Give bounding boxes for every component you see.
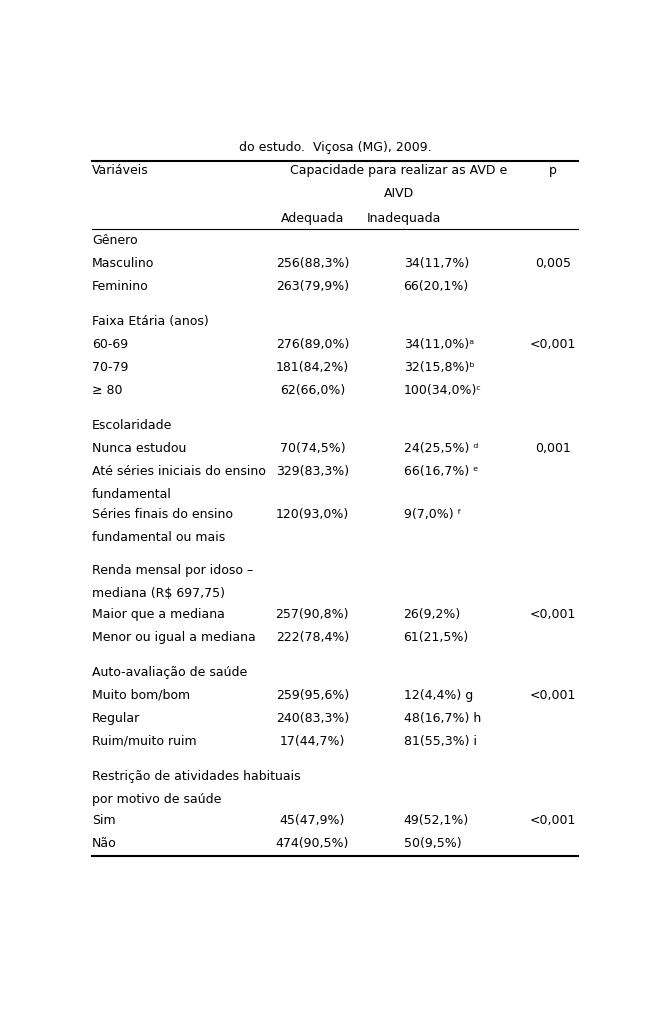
Text: 100(34,0%)ᶜ: 100(34,0%)ᶜ xyxy=(404,383,481,397)
Text: 81(55,3%) i: 81(55,3%) i xyxy=(404,735,477,748)
Text: 60-69: 60-69 xyxy=(92,338,128,351)
Text: 24(25,5%) ᵈ: 24(25,5%) ᵈ xyxy=(404,442,478,455)
Text: Nunca estudou: Nunca estudou xyxy=(92,442,186,455)
Text: Feminino: Feminino xyxy=(92,279,148,293)
Text: 26(9,2%): 26(9,2%) xyxy=(404,607,461,621)
Text: 70-79: 70-79 xyxy=(92,361,128,373)
Text: 12(4,4%) g: 12(4,4%) g xyxy=(404,689,473,702)
Text: 32(15,8%)ᵇ: 32(15,8%)ᵇ xyxy=(404,361,474,373)
Text: 240(83,3%): 240(83,3%) xyxy=(276,712,349,724)
Text: Ruim/muito ruim: Ruim/muito ruim xyxy=(92,735,196,748)
Text: fundamental ou mais: fundamental ou mais xyxy=(92,532,225,544)
Text: Menor ou igual a mediana: Menor ou igual a mediana xyxy=(92,631,256,644)
Text: do estudo.  Viçosa (MG), 2009.: do estudo. Viçosa (MG), 2009. xyxy=(239,140,432,153)
Text: 222(78,4%): 222(78,4%) xyxy=(276,631,349,644)
Text: ≥ 80: ≥ 80 xyxy=(92,383,122,397)
Text: 0,005: 0,005 xyxy=(535,256,571,269)
Text: <0,001: <0,001 xyxy=(530,607,576,621)
Text: Capacidade para realizar as AVD e: Capacidade para realizar as AVD e xyxy=(290,163,507,177)
Text: 9(7,0%) ᶠ: 9(7,0%) ᶠ xyxy=(404,509,461,522)
Text: 66(20,1%): 66(20,1%) xyxy=(404,279,469,293)
Text: por motivo de saúde: por motivo de saúde xyxy=(92,793,221,806)
Text: Restrição de atividades habituais: Restrição de atividades habituais xyxy=(92,770,300,783)
Text: <0,001: <0,001 xyxy=(530,813,576,826)
Text: 263(79,9%): 263(79,9%) xyxy=(276,279,349,293)
Text: fundamental: fundamental xyxy=(92,487,172,500)
Text: Gênero: Gênero xyxy=(92,234,137,246)
Text: 70(74,5%): 70(74,5%) xyxy=(279,442,345,455)
Text: Maior que a mediana: Maior que a mediana xyxy=(92,607,225,621)
Text: 50(9,5%): 50(9,5%) xyxy=(404,836,461,850)
Text: 49(52,1%): 49(52,1%) xyxy=(404,813,469,826)
Text: AIVD: AIVD xyxy=(383,187,414,200)
Text: Adequada: Adequada xyxy=(281,212,344,225)
Text: 62(66,0%): 62(66,0%) xyxy=(280,383,345,397)
Text: 474(90,5%): 474(90,5%) xyxy=(276,836,349,850)
Text: p: p xyxy=(549,163,557,177)
Text: 45(47,9%): 45(47,9%) xyxy=(280,813,345,826)
Text: 256(88,3%): 256(88,3%) xyxy=(276,256,349,269)
Text: Renda mensal por idoso –: Renda mensal por idoso – xyxy=(92,564,253,577)
Text: 0,001: 0,001 xyxy=(535,442,571,455)
Text: <0,001: <0,001 xyxy=(530,689,576,702)
Text: Auto-avaliação de saúde: Auto-avaliação de saúde xyxy=(92,666,247,679)
Text: <0,001: <0,001 xyxy=(530,338,576,351)
Text: 276(89,0%): 276(89,0%) xyxy=(276,338,349,351)
Text: Séries finais do ensino: Séries finais do ensino xyxy=(92,509,233,522)
Text: 120(93,0%): 120(93,0%) xyxy=(276,509,349,522)
Text: 34(11,7%): 34(11,7%) xyxy=(404,256,469,269)
Text: 257(90,8%): 257(90,8%) xyxy=(275,607,349,621)
Text: 17(44,7%): 17(44,7%) xyxy=(280,735,345,748)
Text: 48(16,7%) h: 48(16,7%) h xyxy=(404,712,481,724)
Text: Inadequada: Inadequada xyxy=(366,212,441,225)
Text: Não: Não xyxy=(92,836,116,850)
Text: 61(21,5%): 61(21,5%) xyxy=(404,631,469,644)
Text: Até séries iniciais do ensino: Até séries iniciais do ensino xyxy=(92,465,266,478)
Text: 329(83,3%): 329(83,3%) xyxy=(276,465,349,478)
Text: Faixa Etária (anos): Faixa Etária (anos) xyxy=(92,315,209,328)
Text: Muito bom/bom: Muito bom/bom xyxy=(92,689,190,702)
Text: Escolaridade: Escolaridade xyxy=(92,419,172,432)
Text: 34(11,0%)ᵃ: 34(11,0%)ᵃ xyxy=(404,338,473,351)
Text: 181(84,2%): 181(84,2%) xyxy=(276,361,349,373)
Text: 66(16,7%) ᵉ: 66(16,7%) ᵉ xyxy=(404,465,478,478)
Text: Sim: Sim xyxy=(92,813,116,826)
Text: Masculino: Masculino xyxy=(92,256,154,269)
Text: Regular: Regular xyxy=(92,712,140,724)
Text: Variáveis: Variáveis xyxy=(92,163,148,177)
Text: mediana (R$ 697,75): mediana (R$ 697,75) xyxy=(92,587,225,600)
Text: 259(95,6%): 259(95,6%) xyxy=(276,689,349,702)
